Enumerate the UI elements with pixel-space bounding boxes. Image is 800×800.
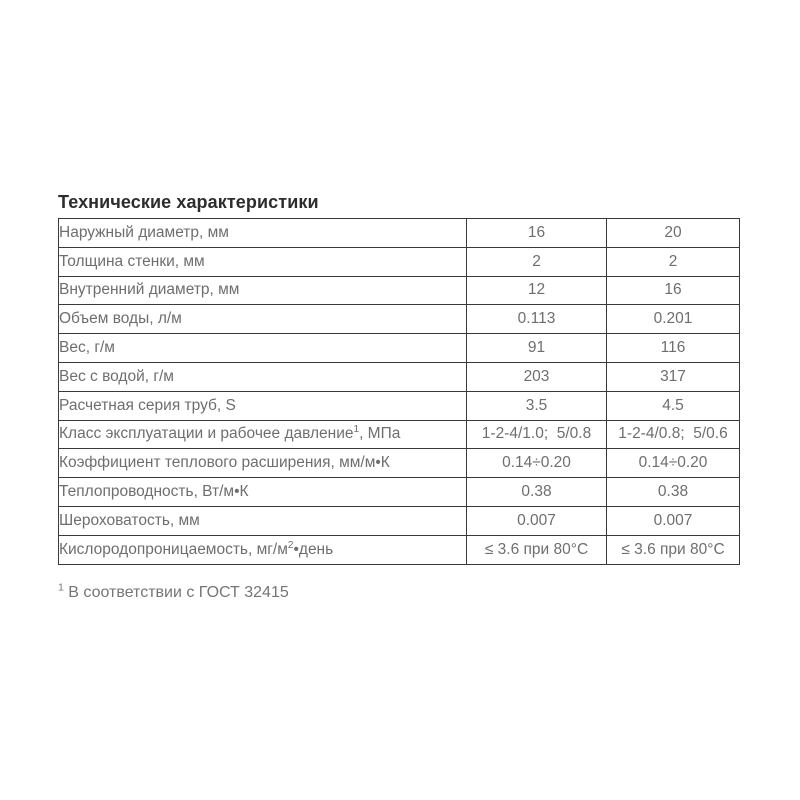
footnote-text: В соответствии с ГОСТ 32415 [68, 583, 289, 601]
value-cell-d20: 317 [606, 361, 740, 392]
row-label: Внутренний диаметр, мм [58, 275, 467, 306]
page-title: Технические характеристики [58, 192, 319, 212]
table-row: Класс эксплуатации и рабочее давление1, … [58, 419, 740, 450]
row-label-text: Объем воды, л/м [59, 310, 182, 328]
row-label: Толщина стенки, мм [58, 246, 467, 277]
value-cell-d16: 0.14÷0.20 [466, 448, 607, 479]
table-row: Шероховатость, мм 0.007 0.007 [58, 505, 740, 536]
row-label-text: Расчетная серия труб, S [59, 396, 236, 414]
value-cell-d20: 20 [606, 218, 740, 248]
row-label-tail: , МПа [359, 425, 401, 443]
row-label-text: Класс эксплуатации и рабочее давление [59, 425, 354, 443]
table-row: Кислородопроницаемость, мг/м2•день ≤ 3.6… [58, 534, 740, 565]
value-cell-d16: 0.007 [466, 505, 607, 536]
row-label-text: Наружный диаметр, мм [59, 223, 229, 241]
footnote: 1 В соответствии с ГОСТ 32415 [58, 581, 739, 603]
spec-table-body: Наружный диаметр, мм 16 20 Толщина стенк… [58, 218, 740, 565]
table-row: Внутренний диаметр, мм 12 16 [58, 275, 740, 306]
table-row: Толщина стенки, мм 2 2 [58, 246, 740, 277]
value-cell-d16: 3.5 [466, 390, 607, 421]
row-label: Расчетная серия труб, S [58, 390, 467, 421]
value-cell-d20: 0.38 [606, 477, 740, 507]
row-label-text: Теплопроводность, Вт/м•К [59, 483, 249, 501]
value-cell-d16: 1-2-4/1.0; 5/0.8 [466, 419, 607, 450]
row-label: Коэффициент теплового расширения, мм/м•К [58, 448, 467, 479]
row-label: Шероховатость, мм [58, 505, 467, 536]
table-row: Коэффициент теплового расширения, мм/м•К… [58, 448, 740, 479]
value-cell-d16: 203 [466, 361, 607, 392]
row-label: Теплопроводность, Вт/м•К [58, 477, 467, 507]
row-label: Вес, г/м [58, 333, 467, 363]
row-label: Объем воды, л/м [58, 304, 467, 335]
value-cell-d20: 4.5 [606, 390, 740, 421]
value-cell-d20: 0.201 [606, 304, 740, 335]
row-label-text: Внутренний диаметр, мм [59, 281, 240, 299]
value-cell-d16: 0.113 [466, 304, 607, 335]
row-label-text: Шероховатость, мм [59, 511, 200, 529]
value-cell-d16: 16 [466, 218, 607, 248]
spec-section: Технические характеристики Наружный диам… [58, 191, 740, 603]
table-row: Вес, г/м 91 116 [58, 333, 740, 363]
value-cell-d16: 91 [466, 333, 607, 363]
table-row: Расчетная серия труб, S 3.5 4.5 [58, 390, 740, 421]
spec-table: Наружный диаметр, мм 16 20 Толщина стенк… [58, 218, 740, 565]
value-cell-d16: 0.38 [466, 477, 607, 507]
table-row: Теплопроводность, Вт/м•К 0.38 0.38 [58, 477, 740, 507]
row-label-superscript: 2 [287, 539, 294, 551]
table-row: Вес с водой, г/м 203 317 [58, 361, 740, 392]
row-label-text: Кислородопроницаемость, мг/м [59, 540, 288, 558]
row-label: Наружный диаметр, мм [58, 218, 467, 248]
row-label: Класс эксплуатации и рабочее давление1, … [58, 419, 467, 450]
table-row: Объем воды, л/м 0.113 0.201 [58, 304, 740, 335]
row-label: Вес с водой, г/м [58, 361, 467, 392]
row-label: Кислородопроницаемость, мг/м2•день [58, 534, 467, 565]
row-label-tail: •день [293, 540, 334, 558]
value-cell-d20: 1-2-4/0.8; 5/0.6 [606, 419, 740, 450]
row-label-text: Вес с водой, г/м [59, 367, 174, 385]
row-label-superscript: 1 [353, 424, 360, 436]
row-label-text: Вес, г/м [59, 339, 115, 357]
value-cell-d20: 2 [606, 246, 740, 277]
footnote-superscript: 1 [58, 581, 64, 594]
value-cell-d16: ≤ 3.6 при 80°C [466, 534, 607, 565]
table-row: Наружный диаметр, мм 16 20 [58, 218, 740, 248]
value-cell-d20: 16 [606, 275, 740, 306]
row-label-text: Коэффициент теплового расширения, мм/м•К [59, 454, 390, 472]
value-cell-d20: 0.007 [606, 505, 740, 536]
value-cell-d16: 12 [466, 275, 607, 306]
row-label-text: Толщина стенки, мм [59, 252, 205, 270]
value-cell-d20: 0.14÷0.20 [606, 448, 740, 479]
value-cell-d20: ≤ 3.6 при 80°C [606, 534, 740, 565]
value-cell-d16: 2 [466, 246, 607, 277]
value-cell-d20: 116 [606, 333, 740, 363]
